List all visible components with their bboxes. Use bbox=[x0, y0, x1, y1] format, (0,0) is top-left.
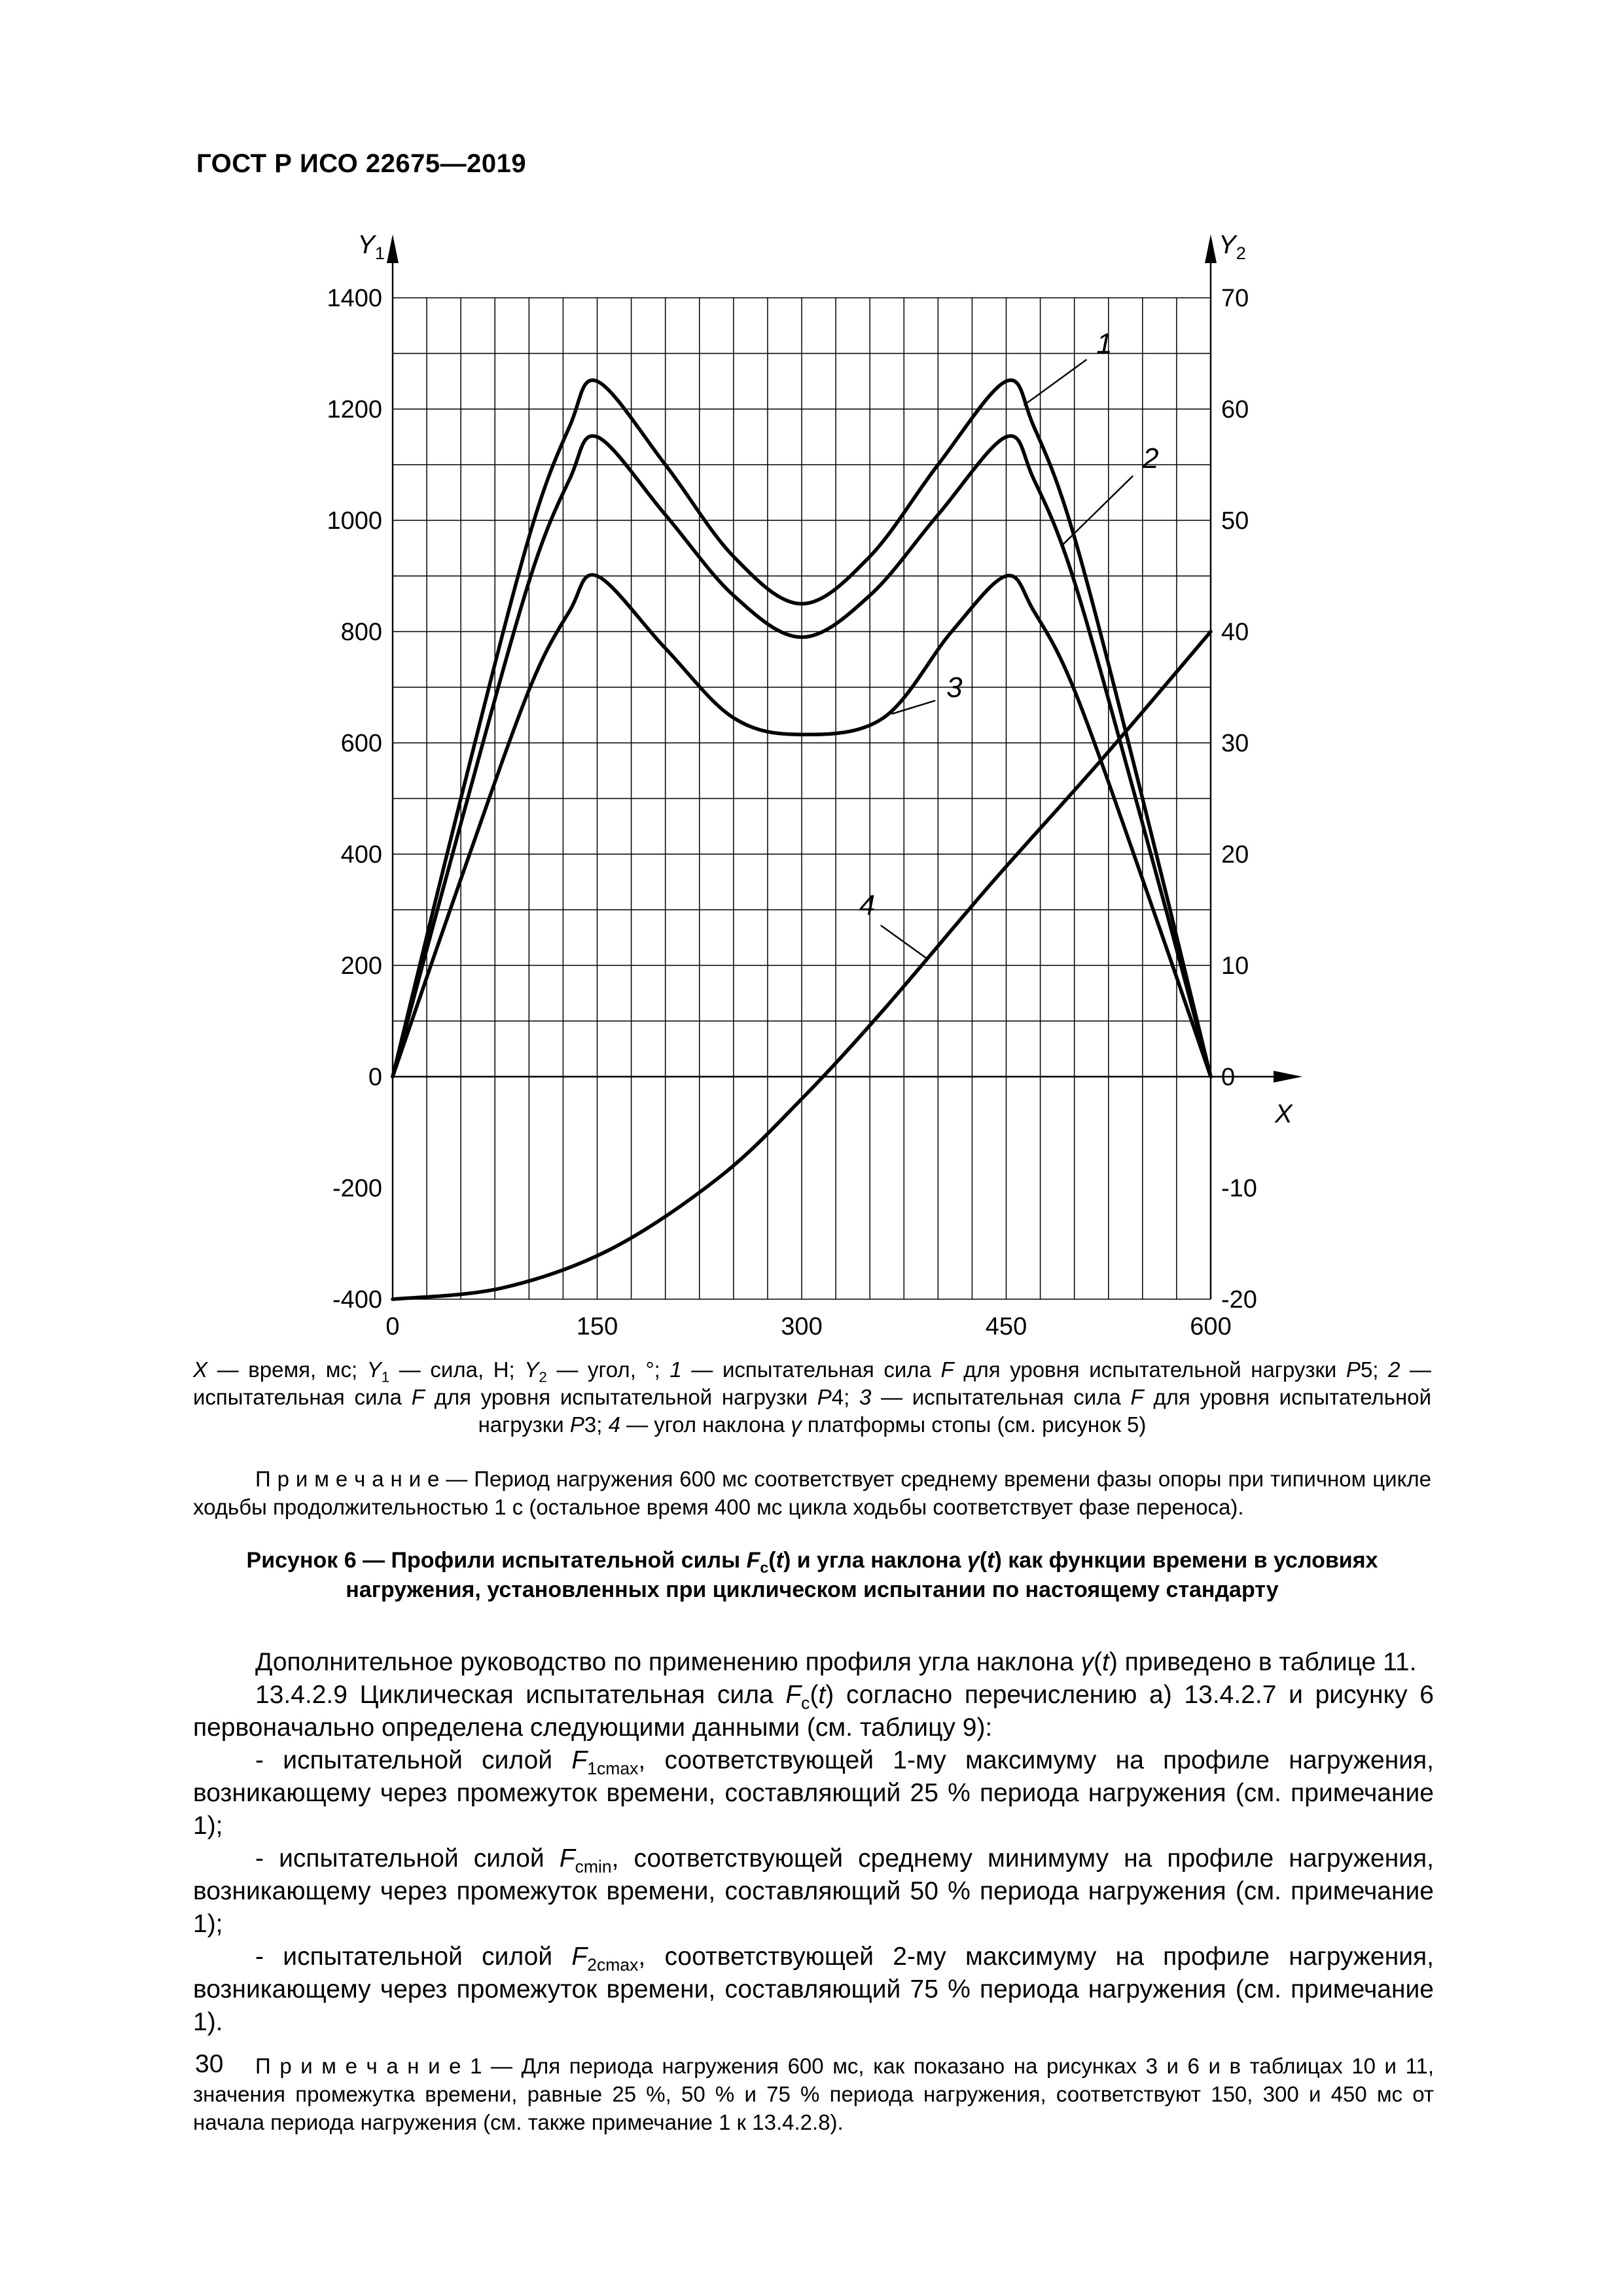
y1-tick-label: 600 bbox=[341, 730, 382, 757]
y1-tick-label: 800 bbox=[341, 619, 382, 646]
x-tick-label: 0 bbox=[385, 1313, 399, 1340]
y1-axis-label: Y1 bbox=[357, 230, 385, 263]
y2-tick-label: 10 bbox=[1221, 952, 1249, 980]
y2-tick-label: 70 bbox=[1221, 285, 1249, 312]
x-tick-label: 150 bbox=[577, 1313, 618, 1340]
figure-legend: X — время, мс; Y1 — сила, Н; Y2 — угол, … bbox=[193, 1357, 1432, 1437]
y2-tick-label: 20 bbox=[1221, 841, 1249, 869]
note-1: П р и м е ч а н и е 1 — Для периода нагр… bbox=[193, 2054, 1434, 2134]
list-item-f1cmax: - испытательной силой F1cmax, соответств… bbox=[193, 1746, 1434, 1840]
y1-tick-label: -200 bbox=[332, 1175, 382, 1202]
y1-tick-label: 200 bbox=[341, 952, 382, 980]
chart-canvas: 1400120010008006004002000-200-4007060504… bbox=[327, 234, 1302, 1340]
y2-tick-label: 50 bbox=[1221, 507, 1249, 535]
y2-tick-label: 30 bbox=[1221, 730, 1249, 757]
y1-tick-label: 0 bbox=[368, 1064, 382, 1091]
y1-axis-arrow bbox=[387, 234, 399, 263]
document-header: ГОСТ Р ИСО 22675—2019 bbox=[196, 149, 527, 178]
list-item-f2cmax: - испытательной силой F2cmax, соответств… bbox=[193, 1943, 1434, 2036]
curve-label-4: 4 bbox=[859, 889, 875, 922]
x-axis-arrow bbox=[1274, 1071, 1302, 1083]
paragraph-13-4-2-9: 13.4.2.9 Циклическая испытательная сила … bbox=[193, 1681, 1434, 1742]
y1-tick-label: 400 bbox=[341, 841, 382, 869]
curve-label-3: 3 bbox=[946, 672, 963, 704]
x-tick-label: 600 bbox=[1190, 1313, 1231, 1340]
figure-6-chart: 1400 1200 1000 800 600 400 200 0 -200 -400 70 60 50 4… bbox=[275, 229, 1342, 1355]
y2-tick-label: -10 bbox=[1221, 1175, 1257, 1202]
x-tick-label: 450 bbox=[986, 1313, 1027, 1340]
y2-axis-label: Y2 bbox=[1219, 230, 1246, 263]
curve-label-leader-1 bbox=[1023, 359, 1088, 406]
curve-3 bbox=[391, 573, 1213, 1079]
paragraph-guidance: Дополнительное руководство по применению… bbox=[255, 1648, 1417, 1676]
y2-tick-label: -20 bbox=[1221, 1286, 1257, 1314]
page-number: 30 bbox=[195, 2050, 224, 2078]
curve-1 bbox=[391, 378, 1213, 1079]
figure-note: П р и м е ч а н и е — Период нагружения … bbox=[193, 1467, 1431, 1519]
y2-tick-label: 60 bbox=[1221, 396, 1249, 423]
y2-tick-label: 0 bbox=[1221, 1064, 1235, 1091]
y2-axis-arrow bbox=[1205, 234, 1217, 263]
x-axis-label: X bbox=[1275, 1100, 1293, 1128]
curve-label-1: 1 bbox=[1096, 328, 1112, 360]
list-item-fcmin: - испытательной силой Fcmin, соответству… bbox=[193, 1844, 1434, 1938]
curve-4 bbox=[391, 630, 1213, 1301]
y1-tick-label: 1400 bbox=[327, 285, 382, 312]
curve-label-leader-3 bbox=[891, 700, 936, 715]
curve-2 bbox=[391, 434, 1213, 1079]
y1-tick-label: -400 bbox=[332, 1286, 382, 1314]
y2-tick-label: 40 bbox=[1221, 619, 1249, 646]
y1-tick-label: 1200 bbox=[327, 396, 382, 423]
y1-tick-label: 1000 bbox=[327, 507, 382, 535]
curve-label-2: 2 bbox=[1142, 442, 1158, 475]
curve-label-leader-2 bbox=[1061, 475, 1134, 547]
body-text: Дополнительное руководство по применению… bbox=[193, 1646, 1434, 2136]
x-tick-label: 300 bbox=[781, 1313, 822, 1340]
figure-caption: Рисунок 6 — Профили испытательной силы F… bbox=[246, 1548, 1378, 1602]
curve-label-leader-4 bbox=[880, 924, 928, 960]
